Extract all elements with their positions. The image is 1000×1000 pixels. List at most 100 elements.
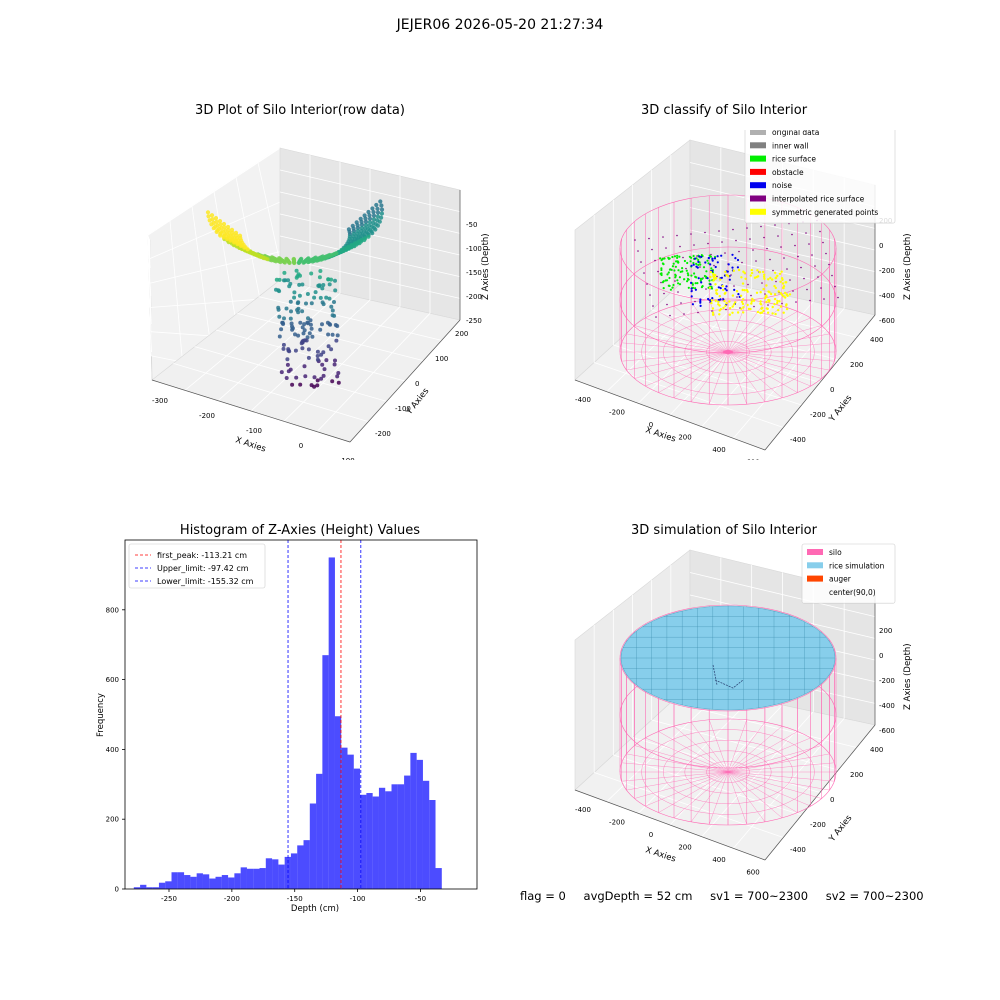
- rice-surface-point: [672, 283, 675, 287]
- data-point: [305, 320, 310, 325]
- interpolated-point: [806, 288, 808, 291]
- z-axis-label: Z Axies (Depth): [481, 233, 491, 300]
- y-tick-label: 0: [115, 886, 119, 894]
- data-point: [335, 324, 340, 328]
- rice-surface-point: [678, 283, 682, 286]
- silo-floor-line: [621, 771, 729, 782]
- silo-floor-line: [673, 771, 729, 819]
- symmetric-point: [728, 300, 731, 303]
- symmetric-point: [710, 301, 713, 305]
- legend-label: rice surface: [772, 155, 816, 164]
- noise-point: [700, 255, 703, 258]
- interpolated-point: [685, 267, 687, 270]
- rice-surface-point: [686, 261, 689, 265]
- histogram-bar: [228, 877, 235, 889]
- data-point: [373, 227, 378, 232]
- histogram-bar: [316, 773, 323, 889]
- interpolated-point: [652, 305, 654, 307]
- tick-labels: -400 -200 0 200 400 600 -400 -200 0 200 400 200 0 -20…: [575, 627, 895, 877]
- symmetric-point: [725, 273, 728, 277]
- interpolated-point: [741, 261, 743, 264]
- symmetric-point: [724, 291, 727, 295]
- data-point: [294, 268, 299, 273]
- histogram-bar: [353, 768, 361, 889]
- interpolated-point: [783, 257, 785, 259]
- interpolated-point: [732, 228, 734, 231]
- rice-surface-point: [676, 256, 679, 259]
- rice-surface-point: [675, 260, 678, 263]
- data-point: [326, 332, 331, 337]
- symmetric-point: [776, 301, 779, 305]
- rice-surface-point: [703, 274, 706, 278]
- data-point: [371, 213, 377, 218]
- interpolated-point: [724, 252, 726, 254]
- symmetric-point: [732, 269, 735, 272]
- data-point: [321, 373, 326, 378]
- interpolated-point: [774, 224, 776, 226]
- data-point: [324, 358, 329, 363]
- z-tick-label: 200: [879, 627, 892, 635]
- symmetric-point: [723, 299, 726, 303]
- data-point: [292, 295, 297, 300]
- silo-floor-line: [621, 762, 729, 773]
- data-point: [293, 348, 298, 353]
- interpolated-point: [820, 287, 822, 289]
- noise-point: [734, 257, 737, 260]
- symmetric-point: [747, 307, 751, 311]
- data-point: [326, 344, 331, 349]
- y-tick-label: 200: [455, 330, 468, 338]
- y-axis-line: [764, 724, 876, 861]
- rice-surface-point: [677, 261, 680, 264]
- data-point: [333, 358, 337, 363]
- data-point: [335, 333, 340, 338]
- symmetric-point: [780, 277, 784, 280]
- silo-floor-line: [673, 305, 729, 353]
- data-point: [371, 217, 376, 222]
- symmetric-point: [773, 284, 776, 288]
- interpolated-point: [746, 227, 748, 229]
- symmetric-point: [780, 270, 783, 273]
- silo-floor-line: [673, 725, 729, 773]
- rice-surface-point: [667, 284, 670, 287]
- z-tick-label: -200: [466, 293, 482, 301]
- legend-swatch: [750, 142, 766, 149]
- data-point: [309, 271, 314, 276]
- interpolated-point: [789, 279, 791, 281]
- symmetric-point: [718, 295, 721, 298]
- symmetric-point: [766, 311, 770, 314]
- data-point: [330, 313, 335, 318]
- interpolated-point: [707, 242, 709, 245]
- data-point: [281, 342, 286, 347]
- symmetric-point: [764, 295, 768, 298]
- grid-line: [670, 292, 857, 338]
- data-point: [282, 316, 286, 321]
- interpolated-point: [725, 308, 727, 311]
- silo-floor-line: [658, 311, 729, 353]
- rice-surface-point: [660, 267, 663, 270]
- x-tick-label: 0: [649, 831, 653, 839]
- silo-floor-line: [727, 342, 835, 353]
- silo-floor-line: [634, 351, 729, 379]
- rice-surface-point: [673, 269, 676, 272]
- silo-floor-ring: [662, 739, 794, 804]
- symmetric-point: [740, 300, 744, 304]
- symmetric-point: [774, 312, 777, 316]
- histogram-bar: [215, 876, 222, 889]
- histogram-bar: [253, 868, 260, 889]
- rice-surface-point: [710, 267, 713, 270]
- y-tick-label: -400: [790, 436, 806, 444]
- data-point: [374, 202, 379, 208]
- silo-floor-line: [727, 302, 766, 353]
- silo-floor-line: [727, 351, 798, 393]
- symmetric-point: [767, 278, 770, 281]
- symmetric-point: [778, 272, 782, 275]
- interpolated-point: [831, 274, 833, 277]
- legend-label: rice simulation: [829, 561, 885, 570]
- data-point: [296, 333, 301, 338]
- silo-floor-line: [727, 731, 798, 773]
- rice-surface-point: [678, 276, 681, 279]
- symmetric-point: [729, 307, 732, 310]
- noise-point: [695, 265, 698, 268]
- rice-surface-point: [678, 255, 681, 258]
- data-point: [315, 383, 320, 388]
